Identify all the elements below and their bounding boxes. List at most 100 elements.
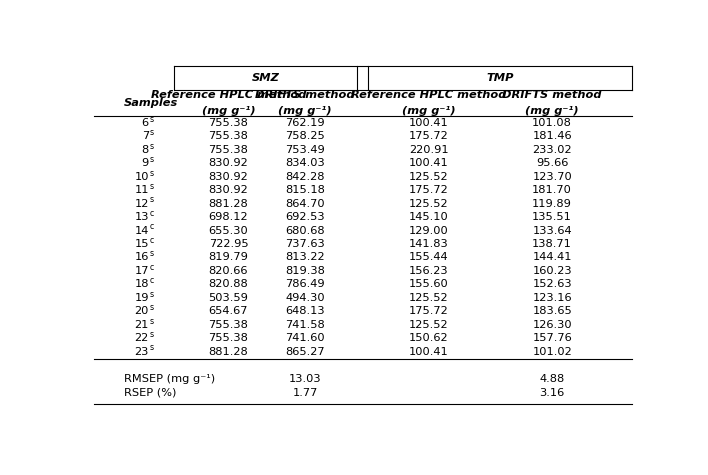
Text: 755.38: 755.38 (208, 131, 249, 141)
Text: c: c (150, 263, 154, 272)
Text: 819.38: 819.38 (285, 266, 325, 276)
Text: s: s (150, 142, 154, 151)
Text: 14: 14 (135, 226, 149, 236)
Text: 753.49: 753.49 (285, 145, 325, 155)
Text: 8: 8 (142, 145, 149, 155)
Text: 141.83: 141.83 (409, 239, 449, 249)
Text: c: c (150, 222, 154, 231)
Text: 123.70: 123.70 (532, 171, 572, 181)
Text: (mg g⁻¹): (mg g⁻¹) (402, 106, 455, 116)
Text: 698.12: 698.12 (209, 212, 249, 222)
Text: 830.92: 830.92 (209, 171, 249, 181)
Text: 758.25: 758.25 (285, 131, 325, 141)
Text: RSEP (%): RSEP (%) (124, 388, 176, 398)
Text: 155.44: 155.44 (409, 252, 448, 262)
Text: 864.70: 864.70 (285, 199, 325, 209)
Text: 183.65: 183.65 (532, 306, 572, 316)
Text: 11: 11 (135, 185, 149, 195)
Text: 820.66: 820.66 (209, 266, 249, 276)
Text: Reference HPLC method: Reference HPLC method (351, 90, 506, 100)
Text: 737.63: 737.63 (285, 239, 325, 249)
Text: 152.63: 152.63 (532, 279, 572, 289)
Text: 830.92: 830.92 (209, 185, 249, 195)
Text: 13: 13 (135, 212, 149, 222)
Text: 865.27: 865.27 (285, 347, 325, 357)
Text: 16: 16 (135, 252, 149, 262)
Text: RMSEP (mg g⁻¹): RMSEP (mg g⁻¹) (124, 374, 215, 384)
Text: 125.52: 125.52 (409, 171, 448, 181)
Text: s: s (150, 169, 154, 178)
Text: s: s (150, 155, 154, 164)
Text: 10: 10 (135, 171, 149, 181)
Text: 648.13: 648.13 (285, 306, 325, 316)
Text: 150.62: 150.62 (409, 333, 448, 343)
Text: 129.00: 129.00 (409, 226, 449, 236)
Text: 692.53: 692.53 (285, 212, 325, 222)
Text: 9: 9 (142, 158, 149, 168)
Text: 21: 21 (135, 320, 149, 330)
Text: 786.49: 786.49 (285, 279, 325, 289)
Text: DRIFTS method: DRIFTS method (256, 90, 355, 100)
Text: 100.41: 100.41 (409, 158, 449, 168)
Text: 722.95: 722.95 (209, 239, 249, 249)
Text: 123.16: 123.16 (532, 293, 572, 303)
Text: 655.30: 655.30 (209, 226, 249, 236)
Text: 135.51: 135.51 (532, 212, 572, 222)
Text: (mg g⁻¹): (mg g⁻¹) (202, 106, 255, 116)
Text: 133.64: 133.64 (532, 226, 572, 236)
Text: 881.28: 881.28 (209, 199, 249, 209)
Text: s: s (150, 182, 154, 191)
Text: TMP: TMP (486, 73, 514, 83)
Text: 20: 20 (135, 306, 149, 316)
Text: 830.92: 830.92 (209, 158, 249, 168)
Text: 503.59: 503.59 (208, 293, 249, 303)
Text: 125.52: 125.52 (409, 293, 448, 303)
Text: 13.03: 13.03 (289, 374, 321, 384)
Text: 175.72: 175.72 (409, 131, 449, 141)
Text: 4.88: 4.88 (539, 374, 565, 384)
Text: 156.23: 156.23 (409, 266, 448, 276)
Text: s: s (150, 249, 154, 258)
Text: s: s (150, 290, 154, 299)
Text: 494.30: 494.30 (285, 293, 325, 303)
Text: 145.10: 145.10 (409, 212, 449, 222)
Text: 125.52: 125.52 (409, 199, 448, 209)
Text: 842.28: 842.28 (285, 171, 325, 181)
Text: s: s (150, 195, 154, 204)
Text: 741.58: 741.58 (285, 320, 325, 330)
Text: 881.28: 881.28 (209, 347, 249, 357)
Text: 125.52: 125.52 (409, 320, 448, 330)
Text: 181.70: 181.70 (532, 185, 572, 195)
Text: 834.03: 834.03 (285, 158, 325, 168)
Text: (mg g⁻¹): (mg g⁻¹) (278, 106, 332, 116)
Text: 101.02: 101.02 (532, 347, 572, 357)
Text: 19: 19 (135, 293, 149, 303)
Text: 181.46: 181.46 (532, 131, 572, 141)
Text: c: c (150, 276, 154, 285)
Text: 815.18: 815.18 (285, 185, 325, 195)
Text: s: s (150, 114, 154, 124)
Text: 126.30: 126.30 (532, 320, 572, 330)
Text: 138.71: 138.71 (532, 239, 572, 249)
Text: 220.91: 220.91 (409, 145, 448, 155)
Text: 7: 7 (142, 131, 149, 141)
Text: s: s (150, 330, 154, 339)
Text: 741.60: 741.60 (285, 333, 325, 343)
Text: 233.02: 233.02 (532, 145, 572, 155)
Text: s: s (150, 128, 154, 137)
Text: 155.60: 155.60 (409, 279, 449, 289)
Text: 755.38: 755.38 (208, 333, 249, 343)
Text: 95.66: 95.66 (536, 158, 569, 168)
Text: s: s (150, 303, 154, 312)
Text: 3.16: 3.16 (539, 388, 565, 398)
Text: 157.76: 157.76 (532, 333, 572, 343)
Text: 100.41: 100.41 (409, 347, 449, 357)
Text: 762.19: 762.19 (285, 118, 325, 128)
Text: 755.38: 755.38 (208, 320, 249, 330)
Text: 15: 15 (135, 239, 149, 249)
Text: DRIFTS method: DRIFTS method (503, 90, 602, 100)
Text: 175.72: 175.72 (409, 306, 449, 316)
Text: (mg g⁻¹): (mg g⁻¹) (525, 106, 579, 116)
Text: 175.72: 175.72 (409, 185, 449, 195)
Text: 23: 23 (135, 347, 149, 357)
